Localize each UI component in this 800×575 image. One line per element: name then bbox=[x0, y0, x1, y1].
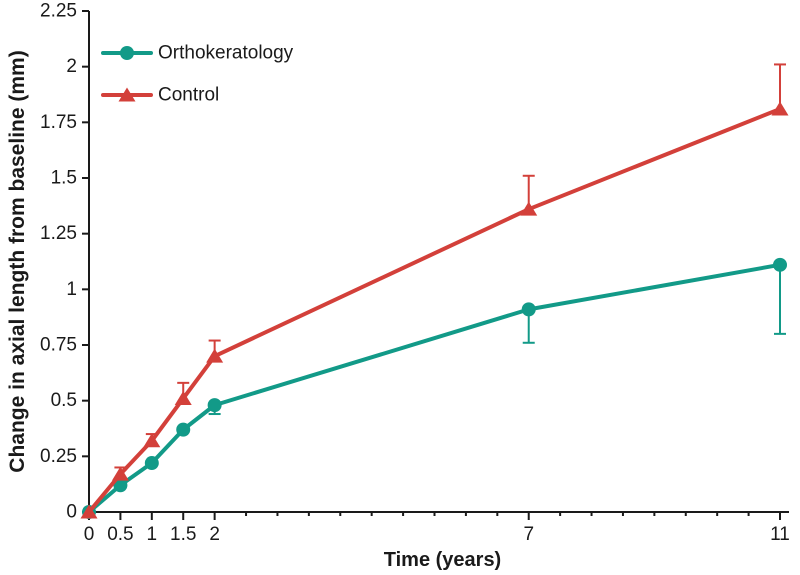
y-tick-label: 2.25 bbox=[40, 1, 77, 22]
legend-label-control: Control bbox=[158, 85, 219, 106]
series-line-control bbox=[87, 106, 782, 514]
data-point-triangle bbox=[771, 101, 789, 116]
y-tick-label: 0.75 bbox=[40, 335, 77, 356]
legend-label-orthokeratology: Orthokeratology bbox=[158, 43, 294, 64]
data-point-triangle bbox=[143, 433, 161, 448]
data-point-circle bbox=[144, 456, 159, 471]
legend-marker-triangle bbox=[118, 87, 136, 102]
data-point-triangle bbox=[174, 390, 192, 405]
x-tick-label: 11 bbox=[770, 524, 790, 545]
data-point-triangle bbox=[111, 466, 129, 481]
data-point-circle bbox=[207, 398, 222, 413]
y-tick-label: 1 bbox=[66, 279, 77, 300]
y-axis-title: Change in axial length from baseline (mm… bbox=[6, 50, 29, 472]
y-tick-label: 1.25 bbox=[40, 223, 77, 244]
legend-marker-circle bbox=[120, 46, 134, 60]
data-point-circle bbox=[773, 257, 787, 272]
x-tick-label: 1 bbox=[147, 524, 158, 545]
data-point-triangle bbox=[206, 348, 224, 363]
y-tick-label: 0 bbox=[66, 502, 77, 523]
x-tick-label: 0 bbox=[84, 524, 95, 545]
y-tick-label: 0.5 bbox=[51, 390, 77, 411]
data-point-triangle bbox=[520, 201, 538, 216]
data-point-circle bbox=[113, 478, 128, 493]
y-tick-label: 1.5 bbox=[51, 168, 77, 189]
data-point-circle bbox=[176, 422, 191, 437]
data-point-circle bbox=[521, 302, 536, 317]
y-tick-label: 0.25 bbox=[40, 446, 77, 467]
y-tick-label: 1.75 bbox=[40, 112, 77, 133]
x-tick-label: 7 bbox=[523, 524, 534, 545]
x-tick-label: 0.5 bbox=[107, 524, 133, 545]
data-point-triangle bbox=[80, 504, 98, 519]
x-axis-title: Time (years) bbox=[384, 549, 501, 571]
y-tick-label: 2 bbox=[66, 56, 77, 77]
x-tick-label: 2 bbox=[209, 524, 220, 545]
x-tick-label: 1.5 bbox=[170, 524, 196, 545]
